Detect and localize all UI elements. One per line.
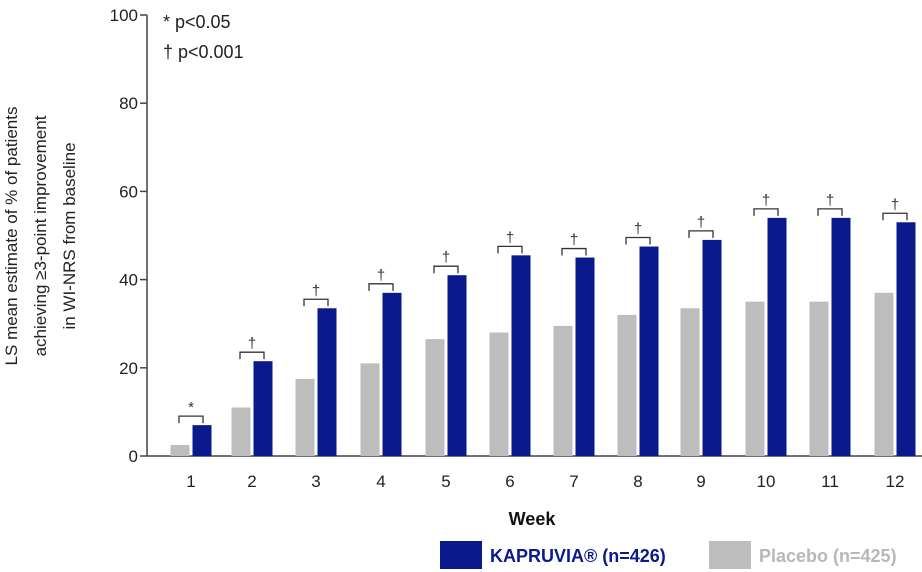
x-tick-label: 5 (441, 472, 450, 491)
significance-symbol: † (312, 282, 320, 299)
significance-bracket (368, 283, 394, 291)
x-ticks: 1 2 3 4 5 6 7 8 9 10 11 12 (186, 472, 904, 491)
bar-placebo (680, 308, 700, 456)
legend-swatch-kapruvia (440, 541, 482, 569)
bar-placebo (295, 378, 315, 456)
x-tick-label: 7 (569, 472, 578, 491)
significance-note: † p<0.001 (163, 42, 244, 62)
legend-label-kapruvia: KAPRUVIA® (n=426) (490, 546, 666, 566)
bar-placebo (553, 325, 573, 456)
significance-bracket (625, 236, 651, 245)
legend-label-placebo: Placebo (n=425) (759, 546, 897, 566)
bar-placebo (617, 314, 637, 456)
significance-symbol: † (762, 192, 770, 209)
y-tick-label: 80 (119, 94, 138, 113)
significance-symbol: † (442, 249, 450, 266)
x-tick-label: 1 (186, 472, 195, 491)
x-tick-label: 3 (311, 472, 320, 491)
significance-bracket (561, 247, 587, 256)
bar-placebo (745, 301, 765, 456)
significance-symbol: † (570, 232, 578, 249)
bar-kapruvia (896, 222, 916, 456)
significance-symbol: † (697, 214, 705, 231)
significance-bracket (688, 230, 714, 238)
bar-placebo (170, 444, 190, 456)
bar-placebo (489, 332, 509, 456)
y-tick-label: 0 (129, 447, 138, 466)
bar-kapruvia (382, 292, 402, 456)
bar-kapruvia (702, 239, 722, 456)
significance-bracket (239, 351, 265, 360)
bar-placebo (231, 407, 251, 456)
y-tick-label: 20 (119, 359, 138, 378)
x-axis-label: Week (509, 509, 557, 529)
y-tick-label: 60 (119, 182, 138, 201)
significance-symbol: † (506, 229, 514, 246)
significance-bracket (753, 208, 779, 216)
y-axis-label-line: LS mean estimate of % of patients (2, 107, 21, 366)
significance-bracket (433, 265, 459, 274)
x-tick-label: 12 (886, 472, 905, 491)
legend-swatch-placebo (709, 541, 751, 569)
axes (146, 15, 922, 457)
y-tick-label: 100 (110, 6, 138, 25)
bars (170, 217, 916, 456)
y-tick-label: 40 (119, 271, 138, 290)
significance-symbol: † (891, 196, 899, 213)
bar-placebo (360, 363, 380, 456)
significance-note: * p<0.05 (163, 12, 231, 32)
significance-markers: * † † † † † † † † † † † (178, 192, 908, 424)
bar-kapruvia (447, 275, 467, 456)
x-tick-label: 10 (757, 472, 776, 491)
bar-kapruvia (253, 361, 273, 456)
significance-symbol: † (634, 221, 642, 238)
bar-placebo (425, 339, 445, 456)
x-tick-label: 4 (376, 472, 385, 491)
bar-kapruvia (831, 217, 851, 456)
bar-kapruvia (192, 425, 212, 456)
significance-symbol: † (377, 267, 385, 284)
y-axis-label-line: achieving ≥3-point improvement (31, 115, 50, 356)
bar-placebo (809, 301, 829, 456)
significance-bracket (178, 415, 204, 424)
legend: KAPRUVIA® (n=426) Placebo (n=425) (440, 541, 897, 569)
significance-symbol: † (248, 335, 256, 352)
significance-notes: * p<0.05 † p<0.001 (163, 12, 244, 62)
bar-kapruvia (317, 308, 337, 456)
y-axis-label: LS mean estimate of % of patients achievi… (2, 107, 79, 366)
significance-bracket (497, 245, 523, 254)
bar-kapruvia (511, 255, 531, 456)
x-tick-label: 2 (247, 472, 256, 491)
x-tick-label: 9 (696, 472, 705, 491)
bar-placebo (874, 292, 894, 456)
x-tick-label: 6 (505, 472, 514, 491)
x-tick-label: 11 (821, 472, 839, 491)
y-ticks: 0 20 40 60 80 100 (110, 6, 147, 466)
x-tick-label: 8 (633, 472, 642, 491)
y-axis-label-line: in WI-NRS from baseline (60, 142, 79, 329)
significance-bracket (817, 208, 843, 216)
significance-symbol: † (826, 192, 834, 209)
bar-kapruvia (639, 246, 659, 456)
bar-kapruvia (767, 217, 787, 456)
significance-bracket (882, 212, 908, 221)
significance-symbol: * (188, 399, 194, 416)
significance-bracket (303, 298, 329, 307)
bar-kapruvia (575, 257, 595, 456)
